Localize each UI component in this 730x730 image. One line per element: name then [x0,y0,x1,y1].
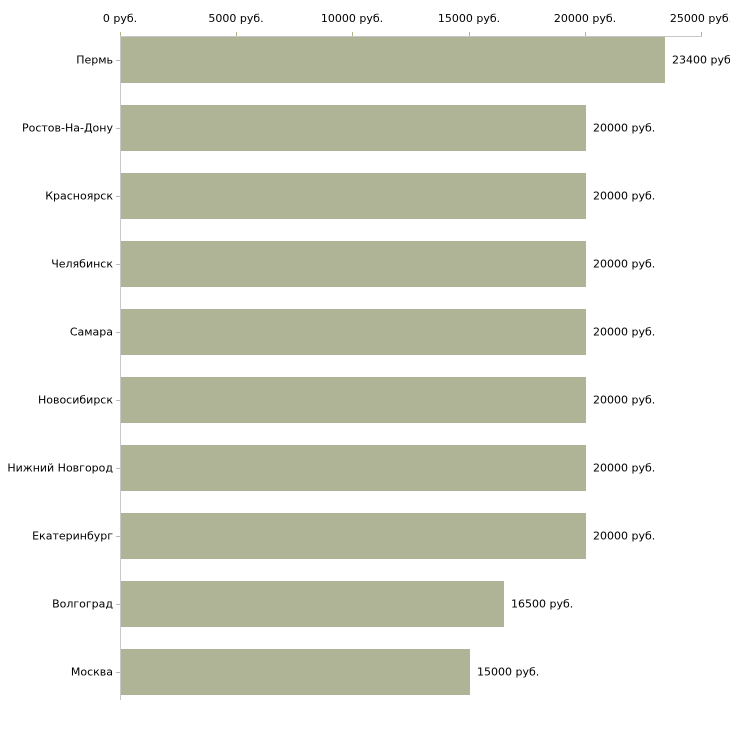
category-label: Екатеринбург [32,529,113,543]
category-label: Новосибирск [37,393,113,407]
value-label: 20000 руб. [593,529,656,543]
x-axis-tick [585,32,586,36]
y-axis-tick [116,332,120,333]
category-label: Пермь [76,53,113,67]
bar [121,581,504,627]
y-axis-tick [116,400,120,401]
y-axis-tick [116,468,120,469]
y-axis-tick [116,60,120,61]
x-axis-tick-label: 0 руб. [102,12,138,25]
x-axis-tick [352,32,353,36]
bar [121,241,586,287]
category-label: Нижний Новгород [7,461,113,475]
category-label: Самара [69,325,113,339]
bar [121,445,586,491]
x-axis-tick [120,32,121,36]
y-axis-tick [116,536,120,537]
x-axis-tick [236,32,237,36]
value-label: 20000 руб. [593,257,656,271]
value-label: 20000 руб. [593,121,656,135]
x-axis-tick [469,32,470,36]
y-axis-tick [116,128,120,129]
value-label: 23400 руб. [672,53,730,67]
value-label: 20000 руб. [593,189,656,203]
x-axis-tick-label: 10000 руб. [320,12,384,25]
value-label: 15000 руб. [477,665,540,679]
x-axis-tick [701,32,702,36]
y-axis-tick [116,264,120,265]
x-axis-line [120,36,702,37]
bar [121,37,665,83]
y-axis-line [120,36,121,700]
value-label: 20000 руб. [593,393,656,407]
category-label: Челябинск [51,257,113,271]
category-label: Москва [70,665,113,679]
y-axis-tick [116,604,120,605]
bar [121,377,586,423]
value-label: 16500 руб. [511,597,574,611]
bar [121,513,586,559]
x-axis-tick-label: 15000 руб. [437,12,501,25]
bar [121,105,586,151]
y-axis-tick [116,672,120,673]
bar [121,649,470,695]
value-label: 20000 руб. [593,461,656,475]
category-label: Волгоград [52,597,113,611]
x-axis-tick-label: 5000 руб. [208,12,264,25]
category-label: Красноярск [45,189,113,203]
value-label: 20000 руб. [593,325,656,339]
y-axis-tick [116,196,120,197]
bar [121,173,586,219]
category-label: Ростов-На-Дону [21,121,113,135]
bar [121,309,586,355]
x-axis-tick-label: 20000 руб. [553,12,617,25]
x-axis-tick-label: 25000 руб. [669,12,730,25]
